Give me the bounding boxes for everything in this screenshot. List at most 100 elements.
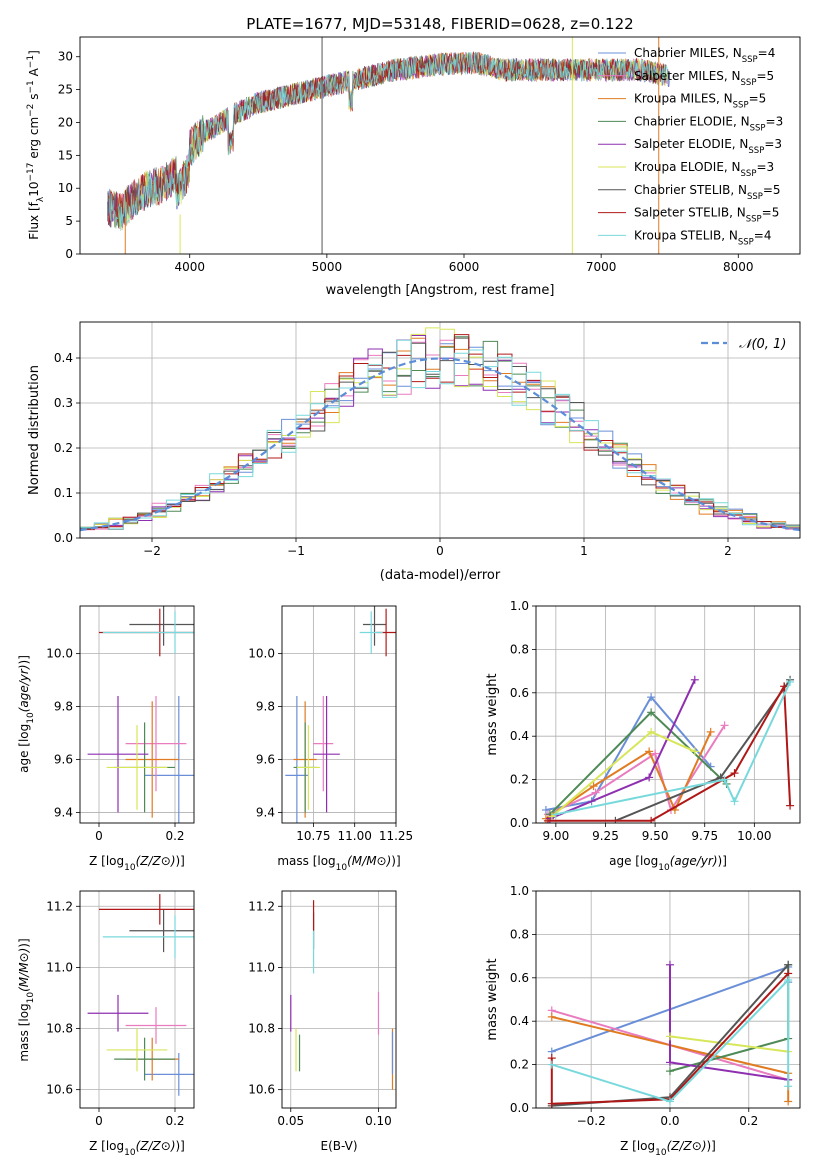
x-tick-label: 9.00 [542,829,569,843]
plot-area [541,675,795,823]
legend-text: =3 [764,137,782,151]
y-tick-label: 9.4 [54,805,73,819]
legend-sub: SSP [742,55,758,65]
x-tick-label: 11.25 [379,829,413,843]
legend-text: Kroupa STELIB, N [634,228,738,242]
x-tick-label: 7000 [586,260,617,274]
y-tick-label: 10 [58,181,73,195]
y-axis-label: mass weight [485,673,500,755]
label-part: −1 [26,80,36,93]
label-part: ] [27,50,41,55]
label-part: −17 [26,163,36,182]
x-tick-label: 10.00 [737,829,771,843]
x-tick-label: 0 [436,544,444,558]
y-axis-label: mass [log10(M/M⊙))] [17,938,36,1061]
y-tick-label: 0.0 [510,816,529,830]
legend-entry: Chabrier MILES, NSSP=4 [634,46,775,65]
label-part: Z [log [620,1139,655,1153]
label-sub: 10 [26,712,36,724]
label-part: Z [log [89,854,124,868]
y-tick-label: 11.2 [46,899,73,913]
axes-mass-vs-Z: 0 0.2 10.6 10.8 11.0 11.2 [46,890,195,1128]
series-line [669,964,790,1073]
y-tick-label: 9.6 [256,752,275,766]
x-tick-label: 2 [724,544,732,558]
legend-text: Chabrier ELODIE, N [634,114,750,128]
label-sub: 10 [336,863,348,873]
y-tick-label: 1.0 [510,599,529,613]
x-tick-label: 0 [95,1114,103,1128]
y-tick-label: 5 [65,214,73,228]
plot-area [285,606,396,823]
legend-entry: Salpeter MILES, NSSP=5 [634,69,774,88]
legend-text: =4 [758,46,776,60]
legend-text: Kroupa ELODIE, N [634,160,741,174]
x-tick-label: 9.25 [592,829,619,843]
legend-entry: Kroupa STELIB, NSSP=4 [634,228,772,247]
x-axis-label: (data-model)/error [380,568,501,583]
axes-age-vs-Z: 0 0.2 9.4 9.6 9.8 10.0 [46,605,195,843]
normal-curve [80,357,800,532]
x-tick-label: 6000 [449,260,480,274]
legend-text: =4 [754,228,772,242]
label-part: )] [391,854,400,868]
axes-frame [535,605,801,824]
label-part: age [log [17,724,31,773]
label-sub: 10 [658,863,670,873]
legend-text: Kroupa MILES, N [634,92,733,106]
label-part: mass [log [17,1003,31,1061]
x-tick-label: 9.75 [691,829,718,843]
y-tick-label: 0.0 [54,531,73,545]
x-axis-label: E(B-V) [320,1139,357,1153]
y-tick-label: 0.0 [510,1101,529,1115]
legend-entry: Kroupa ELODIE, NSSP=3 [634,160,774,179]
label-frac: (Z/Z⊙) [667,1139,707,1153]
y-tick-label: 0.4 [510,1014,529,1028]
legend-text: =5 [756,69,774,83]
label-frac: (age/yr) [670,854,718,868]
label-part: Flux [f [27,201,41,239]
legend-sub: SSP [741,169,757,179]
y-axis-label: Flux [fλ10−17 erg cm−2 s−1 A−1] [26,50,46,240]
x-tick-label: 0.10 [365,1114,392,1128]
y-axis-label: mass weight [485,958,500,1040]
legend-entry: Salpeter ELODIE, NSSP=3 [634,137,782,156]
y-tick-label: 0.3 [54,396,73,410]
legend-sub: SSP [746,215,762,225]
axes-frame [281,605,397,824]
legend-sub: SSP [750,123,766,133]
y-tick-label: 0 [65,247,73,261]
spectrum-line [108,52,670,231]
y-tick-label: 25 [58,83,73,97]
y-tick-label: 0.2 [510,1058,529,1072]
axes-frame [79,321,801,539]
y-tick-label: 0.6 [510,971,529,985]
label-part: age [log [609,854,658,868]
x-tick-label: 0.2 [739,1114,758,1128]
axes-massweight-vs-age: 9.00 9.25 9.50 9.75 10.00 0.0 0.2 0.4 0.6 0.8 1.0 [510,599,801,843]
legend-sub: SSP [741,78,757,88]
legend-text: =5 [762,206,780,220]
y-tick-label: 0.4 [54,351,73,365]
legend-sub: SSP [748,146,764,156]
y-tick-label: 9.8 [256,700,275,714]
axes-frame [79,890,195,1109]
y-tick-label: 0.8 [510,927,529,941]
label-sub: 10 [124,863,136,873]
legend-sub: SSP [733,101,749,111]
y-tick-label: 9.8 [54,700,73,714]
legend-text: =3 [766,114,784,128]
y-tick-label: 0.6 [510,686,529,700]
x-tick-label: 10.75 [296,829,330,843]
label-frac: (Z/Z⊙) [136,1139,176,1153]
plot-area [80,327,800,532]
y-tick-label: 10.6 [46,1083,73,1097]
x-tick-label: −1 [287,544,305,558]
legend-text: Salpeter ELODIE, N [634,137,748,151]
x-tick-label: 0.2 [165,829,184,843]
y-tick-label: 11.0 [248,960,275,974]
y-tick-label: 10.8 [46,1022,73,1036]
label-part: )] [17,655,31,664]
label-part: Z [log [89,1139,124,1153]
